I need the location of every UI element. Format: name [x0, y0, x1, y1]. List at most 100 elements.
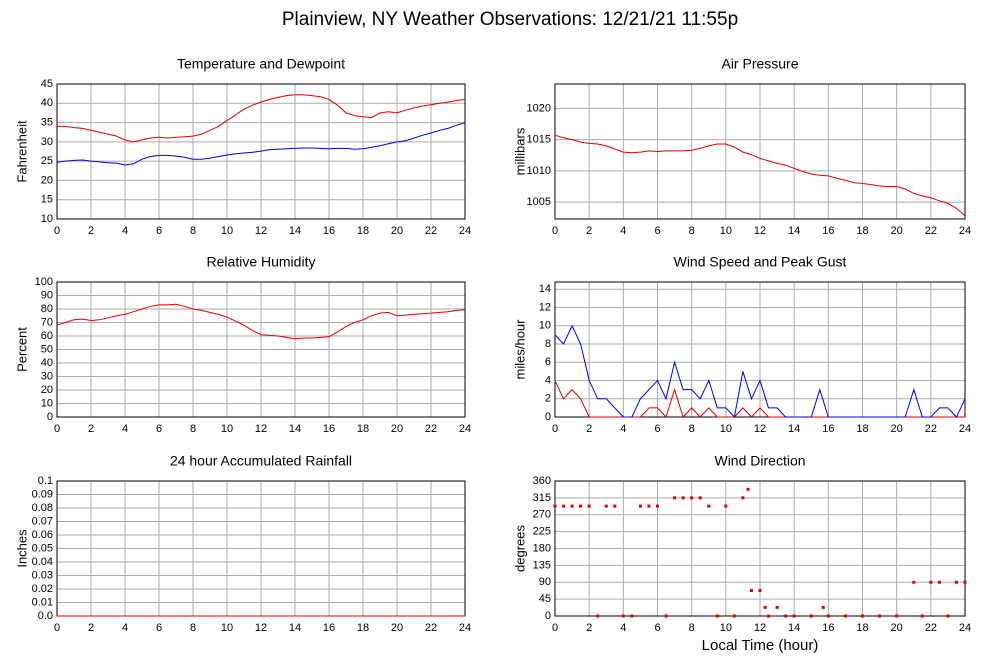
y-axis-label: Percent — [14, 327, 29, 372]
data-point — [954, 580, 958, 584]
y-tick-label: 360 — [533, 475, 551, 487]
y-tick-label: 0.04 — [32, 556, 53, 568]
x-tick-label: 4 — [122, 423, 128, 435]
y-tick-label: 45 — [41, 78, 53, 90]
data-point — [656, 504, 659, 508]
y-tick-label: 315 — [533, 492, 551, 504]
y-tick-label: 0 — [47, 411, 53, 423]
x-tick-label: 24 — [959, 622, 971, 634]
x-tick-label: 16 — [323, 622, 335, 634]
x-tick-label: 20 — [891, 225, 903, 237]
x-tick-label: 12 — [754, 423, 766, 435]
data-point — [895, 614, 899, 618]
x-tick-label: 22 — [925, 622, 937, 634]
x-tick-label: 10 — [221, 423, 233, 435]
x-tick-label: 8 — [689, 423, 695, 435]
y-tick-label: 30 — [41, 370, 53, 382]
y-tick-label: 0.09 — [32, 488, 53, 500]
x-tick-label: 20 — [891, 423, 903, 435]
x-tick-label: 6 — [156, 622, 162, 634]
y-tick-label: 8 — [545, 338, 551, 350]
chart-title: Temperature and Dewpoint — [177, 56, 345, 72]
x-tick-label: 24 — [959, 423, 971, 435]
x-tick-label: 8 — [190, 622, 196, 634]
chart-title: 24 hour Accumulated Rainfall — [170, 453, 352, 469]
x-tick-label: 6 — [156, 423, 162, 435]
data-point — [937, 580, 941, 584]
data-point — [821, 605, 825, 609]
x-tick-label: 14 — [788, 225, 800, 237]
y-tick-label: 0 — [545, 610, 551, 622]
data-point — [946, 614, 950, 618]
y-tick-label: 0.07 — [32, 515, 53, 527]
plot-frame — [554, 480, 966, 617]
y-tick-label: 90 — [41, 289, 53, 301]
x-tick-label: 24 — [959, 225, 971, 237]
y-tick-label: 4 — [545, 374, 551, 386]
y-tick-label: 180 — [533, 542, 551, 554]
x-tick-label: 24 — [459, 225, 471, 237]
data-point — [784, 614, 788, 618]
data-line — [56, 303, 466, 340]
x-tick-label: 2 — [586, 423, 592, 435]
data-point — [758, 589, 762, 592]
x-tick-label: 14 — [289, 622, 301, 634]
y-tick-label: 270 — [533, 509, 551, 521]
x-axis-label: Local Time (hour) — [702, 637, 819, 654]
x-tick-label: 16 — [822, 225, 834, 237]
x-tick-label: 12 — [754, 225, 766, 237]
x-tick-label: 2 — [586, 225, 592, 237]
data-point — [746, 487, 750, 491]
x-tick-label: 4 — [122, 225, 128, 237]
x-tick-label: 22 — [925, 423, 937, 435]
x-tick-label: 14 — [289, 423, 301, 435]
data-point — [553, 504, 557, 508]
y-tick-label: 40 — [41, 357, 53, 369]
y-tick-label: 45 — [539, 593, 551, 605]
x-tick-label: 24 — [459, 622, 471, 634]
x-tick-label: 20 — [391, 423, 403, 435]
y-tick-label: 20 — [41, 384, 53, 396]
y-axis-label: Fahrenheit — [14, 120, 29, 183]
x-tick-label: 20 — [391, 225, 403, 237]
y-tick-label: 60 — [41, 330, 53, 342]
y-tick-label: 80 — [41, 303, 53, 315]
x-tick-label: 18 — [856, 423, 868, 435]
y-tick-label: 35 — [41, 116, 53, 128]
x-tick-label: 12 — [255, 225, 267, 237]
data-point — [604, 504, 608, 508]
plot-frame — [554, 83, 966, 220]
data-point — [681, 496, 685, 500]
data-point — [707, 504, 711, 508]
y-tick-label: 0.05 — [32, 542, 53, 554]
y-axis-label: degrees — [512, 525, 527, 572]
y-tick-label: 50 — [41, 343, 53, 355]
data-line — [554, 324, 966, 419]
y-tick-label: 0 — [545, 411, 551, 423]
y-tick-label: 1010 — [527, 165, 551, 177]
x-tick-label: 14 — [788, 423, 800, 435]
x-tick-label: 4 — [620, 622, 626, 634]
x-tick-label: 2 — [586, 622, 592, 634]
x-tick-label: 0 — [54, 423, 60, 435]
plot-frame — [56, 281, 466, 418]
x-tick-label: 16 — [323, 225, 335, 237]
x-tick-label: 20 — [391, 622, 403, 634]
data-point — [630, 614, 634, 618]
data-point — [763, 605, 767, 609]
data-line — [57, 94, 466, 143]
data-point — [562, 504, 566, 508]
x-tick-label: 12 — [255, 423, 267, 435]
y-tick-label: 0.08 — [32, 502, 53, 514]
y-tick-label: 12 — [539, 301, 551, 313]
x-tick-label: 8 — [689, 622, 695, 634]
data-point — [732, 614, 736, 618]
y-tick-label: 10 — [41, 213, 53, 225]
x-tick-label: 18 — [357, 225, 369, 237]
y-tick-label: 10 — [41, 397, 53, 409]
x-tick-label: 0 — [552, 622, 558, 634]
y-tick-label: 1005 — [527, 196, 551, 208]
data-point — [920, 614, 924, 618]
